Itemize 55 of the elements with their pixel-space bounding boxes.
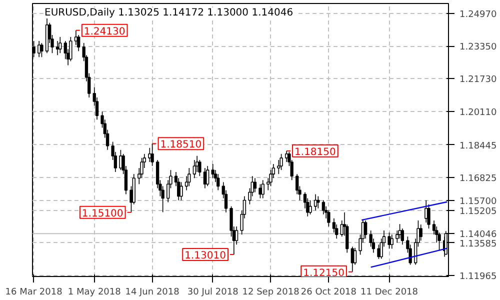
- candlestick: [427, 204, 430, 229]
- candlestick: [198, 160, 202, 176]
- y-tick-label: 1.18445: [460, 141, 497, 152]
- annotation: 1.15100: [82, 208, 124, 220]
- candlestick: [390, 234, 394, 250]
- candlestick: [56, 40, 60, 56]
- candlestick: [69, 36, 72, 62]
- y-tick-label: 1.15205: [460, 206, 497, 217]
- y-tick-label: 1.13585: [460, 239, 497, 250]
- x-tick-label: 1 May 2018: [68, 288, 122, 298]
- candlestick: [398, 224, 402, 239]
- y-tick-label: 1.21730: [460, 75, 497, 86]
- candlestick: [388, 232, 391, 250]
- x-tick-label: 26 Oct 2018: [300, 288, 357, 298]
- chart-title: EURUSD,Daily 1.13025 1.14172 1.13000 1.14046: [44, 8, 294, 18]
- candlestick: [327, 210, 330, 227]
- candlestick: [308, 200, 312, 215]
- y-tick-label: 1.16825: [460, 174, 497, 184]
- annotation: 1.18510: [160, 140, 202, 151]
- candlestick: [364, 220, 368, 239]
- candlestick: [119, 149, 122, 170]
- candlestick: [322, 200, 326, 215]
- candlestick: [261, 180, 264, 199]
- candlestick: [188, 168, 191, 187]
- y-tick-label: 1.24970: [460, 10, 497, 20]
- candlestick: [180, 182, 183, 201]
- annotation: 1.12150: [303, 268, 344, 279]
- candlestick: [40, 42, 44, 58]
- ref-line-label: 1.14046: [460, 230, 497, 240]
- y-tick-label: 1.20110: [460, 108, 497, 118]
- candlestick: [192, 160, 196, 179]
- y-tick-label: 1.11965: [460, 272, 497, 282]
- x-tick-label: 11 Dec 2018: [360, 288, 418, 298]
- candlestick: [211, 164, 214, 179]
- annotation: 1.13010: [184, 250, 226, 262]
- candlestick: [377, 244, 380, 260]
- annotation: 1.18150: [294, 146, 336, 158]
- candlestick: [216, 174, 220, 191]
- x-tick-label: 14 Jun 2018: [125, 288, 180, 298]
- x-tick-label: 16 Mar 2018: [5, 288, 63, 298]
- candlestick: [400, 228, 404, 246]
- candlestick: [419, 224, 422, 242]
- candlestick: [258, 184, 262, 199]
- candlestick: [316, 196, 320, 209]
- y-tick-label: 1.15700: [460, 196, 497, 207]
- candlestick: [150, 143, 154, 166]
- y-tick-label: 1.23350: [460, 42, 497, 53]
- candlestick: [58, 36, 62, 54]
- candlestick: [280, 154, 283, 170]
- candlestick: [76, 34, 80, 52]
- x-tick-label: 30 Jul 2018: [187, 288, 239, 298]
- annotation: 1.24130: [84, 26, 126, 38]
- candlestick: [253, 178, 257, 193]
- x-tick-label: 12 Sep 2018: [242, 288, 300, 298]
- candlestick: [206, 166, 210, 187]
